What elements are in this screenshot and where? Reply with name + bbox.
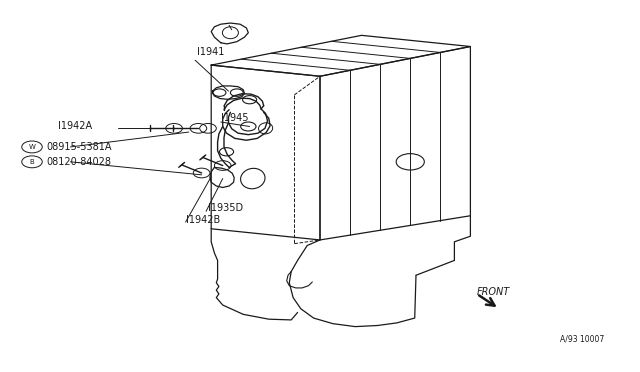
Text: 08915-5381A: 08915-5381A (47, 142, 112, 152)
Text: I1945: I1945 (221, 113, 248, 122)
Text: I1942B: I1942B (186, 215, 220, 225)
Text: B: B (29, 159, 35, 165)
Text: 08120-84028: 08120-84028 (47, 157, 112, 167)
Text: I1941: I1941 (197, 46, 225, 57)
Text: I1935D: I1935D (208, 203, 243, 213)
Text: W: W (29, 144, 35, 150)
Text: I1942A: I1942A (58, 121, 92, 131)
Text: FRONT: FRONT (477, 287, 510, 296)
Text: A/93 10007: A/93 10007 (560, 335, 604, 344)
